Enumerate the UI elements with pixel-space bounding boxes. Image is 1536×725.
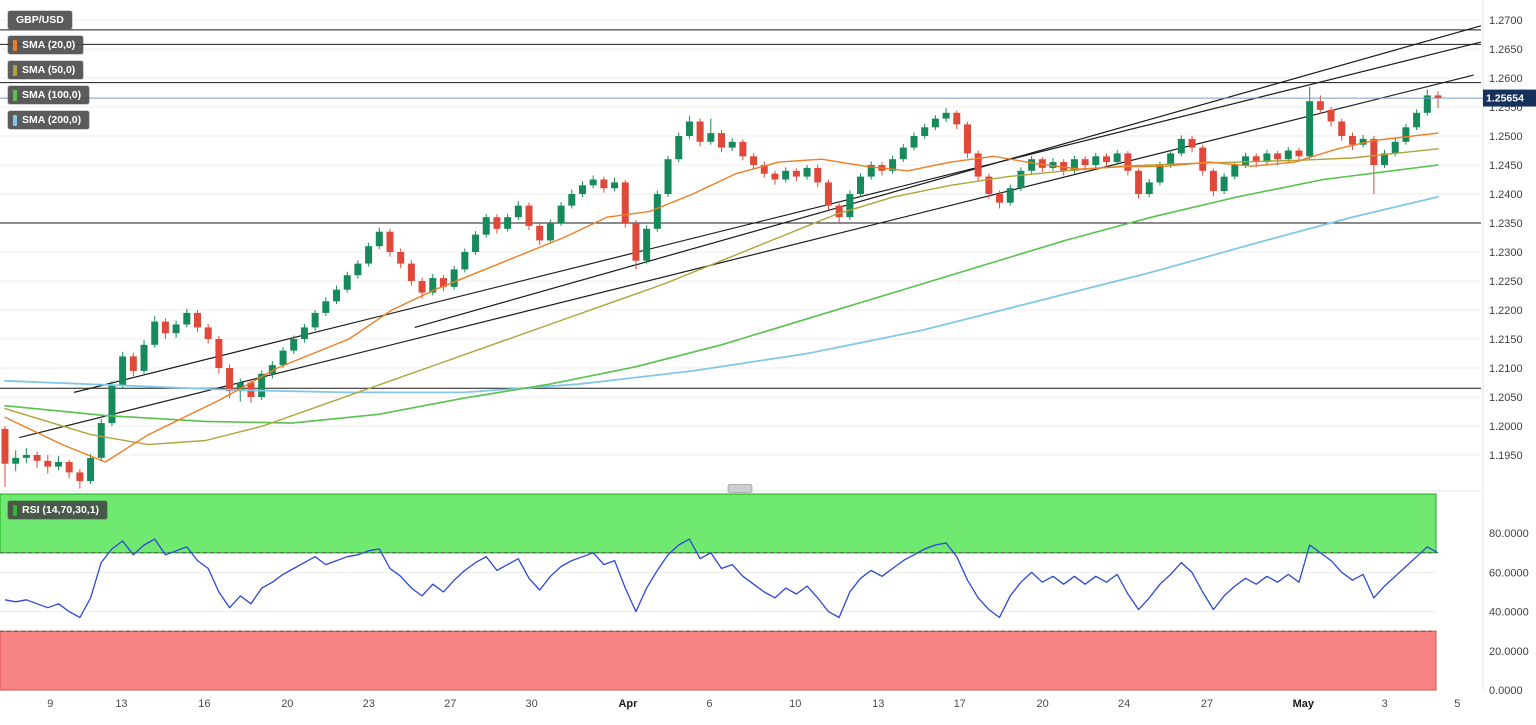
y-axis-tick-label: 1.2200 xyxy=(1489,305,1523,317)
trend-line[interactable] xyxy=(73,41,1482,393)
legend-label: SMA (50,0) xyxy=(22,64,76,77)
rsi-color-bar xyxy=(13,504,17,516)
x-axis-tick-label: 23 xyxy=(363,698,375,710)
x-axis-tick-label: May xyxy=(1293,698,1315,710)
legend-sma-badge-4[interactable]: SMA (200,0) xyxy=(8,111,90,130)
y-axis-tick-label: 1.2000 xyxy=(1489,421,1523,433)
rsi-axis-tick-label: 80.0000 xyxy=(1489,528,1529,540)
y-axis-tick-label: 1.2600 xyxy=(1489,73,1523,85)
rsi-pane[interactable] xyxy=(0,493,1439,691)
x-axis-tick-label: 13 xyxy=(872,698,884,710)
legend-sma-badge-1[interactable]: SMA (20,0) xyxy=(8,36,84,55)
y-axis-tick-label: 1.2350 xyxy=(1489,218,1523,230)
x-axis-tick-label: 20 xyxy=(1036,698,1048,710)
x-axis[interactable]: 9 13 16 20 23 27 30 Apr 6 10 13 17 20 24 27 May 3 5 xyxy=(47,698,1460,710)
x-axis-tick-label: 20 xyxy=(281,698,293,710)
y-axis-tick-label: 1.2700 xyxy=(1489,15,1523,27)
legend-color-bar xyxy=(13,39,17,51)
rsi-oversold-band xyxy=(0,630,1437,691)
y-axis-tick-label: 1.2500 xyxy=(1489,131,1523,143)
sma50-line xyxy=(4,148,1439,446)
rsi-axis-tick-label: 20.0000 xyxy=(1489,646,1529,658)
rsi-legend: RSI (14,70,30,1) xyxy=(8,501,108,521)
rsi-axis-tick-label: 40.0000 xyxy=(1489,607,1529,619)
legend-label: SMA (100,0) xyxy=(22,89,82,102)
legend-color-bar xyxy=(13,89,17,101)
legend-sma-badge-2[interactable]: SMA (50,0) xyxy=(8,61,84,80)
main-grid xyxy=(0,0,1484,690)
sma20-line xyxy=(4,132,1439,463)
y-axis[interactable]: 1.27001.26501.26001.25501.25001.24501.24… xyxy=(1489,15,1529,697)
x-axis-tick-label: 13 xyxy=(115,698,127,710)
y-axis-tick-label: 1.2400 xyxy=(1489,189,1523,201)
x-axis-tick-label: 17 xyxy=(954,698,966,710)
x-axis-tick-label: 10 xyxy=(789,698,801,710)
rsi-axis-tick-label: 60.0000 xyxy=(1489,567,1529,579)
x-axis-tick-label: 3 xyxy=(1382,698,1388,710)
x-axis-tick-label: 30 xyxy=(526,698,538,710)
y-axis-tick-label: 1.2650 xyxy=(1489,44,1523,56)
x-axis-tick-label: 16 xyxy=(198,698,210,710)
x-axis-tick-label: 27 xyxy=(444,698,456,710)
symbol-badge[interactable]: GBP/USD xyxy=(8,11,72,30)
y-axis-tick-label: 1.2250 xyxy=(1489,276,1523,288)
symbol-label: GBP/USD xyxy=(16,14,64,26)
y-axis-tick-label: 1.2050 xyxy=(1489,392,1523,404)
rsi-axis-tick-label: 0.0000 xyxy=(1489,685,1523,697)
sma200-line xyxy=(4,195,1439,394)
trend-line[interactable] xyxy=(414,25,1482,328)
svg-text:1.25654: 1.25654 xyxy=(1486,93,1524,105)
rsi-line xyxy=(4,538,1439,619)
y-axis-tick-label: 1.1950 xyxy=(1489,450,1523,462)
candles xyxy=(1,86,1442,489)
legend-sma-badge-3[interactable]: SMA (100,0) xyxy=(8,86,90,105)
legend-color-bar xyxy=(13,114,17,126)
y-axis-tick-label: 1.2150 xyxy=(1489,334,1523,346)
x-axis-tick-label: 27 xyxy=(1201,698,1213,710)
x-axis-tick-label: Apr xyxy=(618,698,638,710)
main-price-pane[interactable] xyxy=(0,25,1484,489)
legend-color-bar xyxy=(13,64,17,76)
pane-resize-handle[interactable] xyxy=(727,484,753,493)
legend-label: SMA (20,0) xyxy=(22,39,76,52)
rsi-badge[interactable]: RSI (14,70,30,1) xyxy=(8,501,108,520)
y-axis-tick-label: 1.2300 xyxy=(1489,247,1523,259)
last-price-badge: 1.25654 xyxy=(1483,89,1536,107)
legend-label: SMA (200,0) xyxy=(22,114,82,127)
x-axis-tick-label: 24 xyxy=(1118,698,1130,710)
x-axis-tick-label: 6 xyxy=(706,698,712,710)
main-legend: GBP/USD SMA (20,0) SMA (50,0) SMA (100,0) S… xyxy=(8,11,90,130)
x-axis-tick-label: 5 xyxy=(1454,698,1460,710)
rsi-overbought-band xyxy=(0,493,1437,554)
y-axis-tick-label: 1.2450 xyxy=(1489,160,1523,172)
rsi-label: RSI (14,70,30,1) xyxy=(22,504,100,516)
sma100-line xyxy=(4,164,1439,424)
y-axis-tick-label: 1.2100 xyxy=(1489,363,1523,375)
x-axis-tick-label: 9 xyxy=(47,698,53,710)
